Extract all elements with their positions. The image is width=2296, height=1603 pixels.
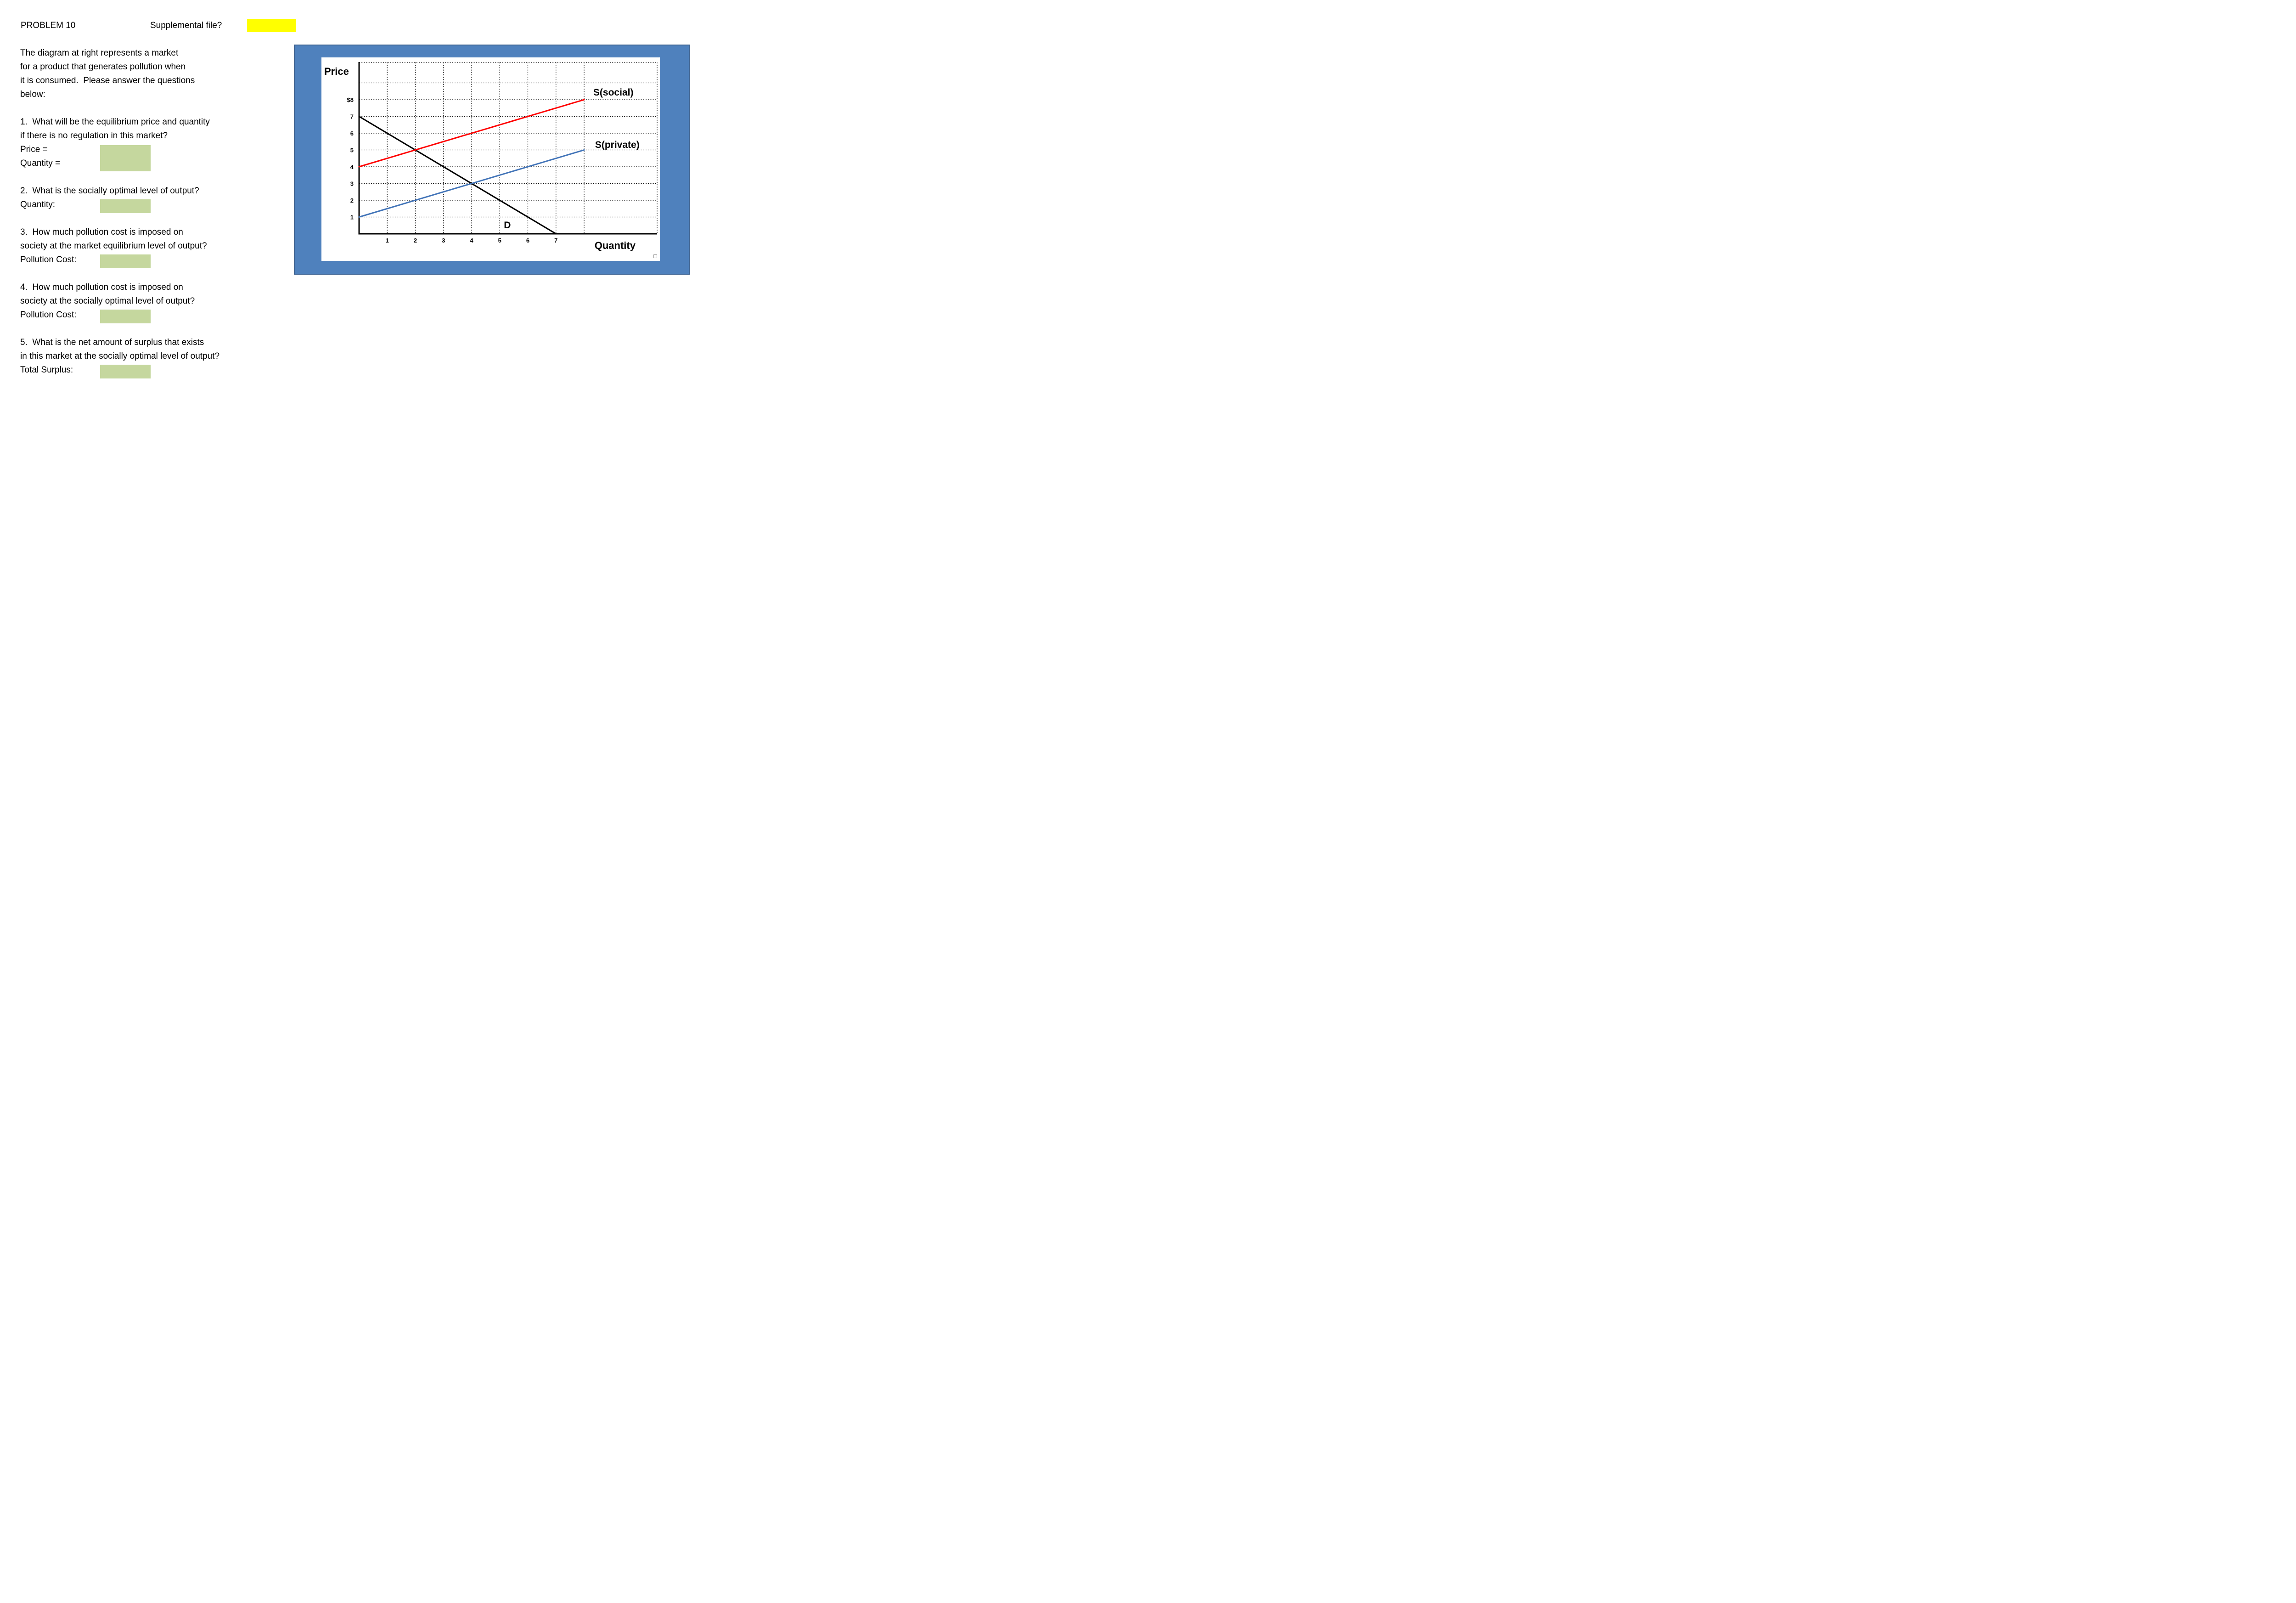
q4-line2: society at the socially optimal level of… [20,296,195,306]
curve-label: D [504,220,511,231]
y-tick-label: 3 [350,181,354,187]
x-tick-label: 7 [554,237,557,244]
y-tick-label: 4 [350,164,354,170]
q3-answer-cell[interactable] [100,254,151,268]
q4-pollution-cost-label: Pollution Cost: [20,310,77,320]
x-tick-label: 5 [498,237,501,244]
y-tick-label: $8 [347,96,354,103]
curve-label: S(private) [595,140,640,150]
intro-line: The diagram at right represents a market [20,48,179,58]
series-line-S(social) [358,99,585,168]
x-tick-label: 2 [414,237,417,244]
q5-line2: in this market at the socially optimal l… [20,351,220,361]
problem-title: PROBLEM 10 [21,21,76,30]
intro-line: below: [20,90,45,99]
y-axis-title: Price [324,66,349,77]
supplemental-file-label: Supplemental file? [150,21,222,30]
x-tick-label: 3 [442,237,445,244]
y-tick-label: 7 [350,113,354,120]
chart-corner-marker-icon [653,254,657,258]
q3-line1: 3. How much pollution cost is imposed on [20,227,183,237]
y-tick-label: 1 [350,214,354,221]
q1-price-label: Price = [20,145,48,154]
q3-pollution-cost-label: Pollution Cost: [20,255,77,265]
q2-quantity-label: Quantity: [20,200,56,209]
q5-answer-cell[interactable] [100,365,151,378]
supplemental-file-answer-cell[interactable] [247,19,296,32]
q1-line1: 1. What will be the equilibrium price an… [20,117,210,127]
q2-line1: 2. What is the socially optimal level of… [20,186,199,196]
y-tick-label: 5 [350,147,354,154]
q4-answer-cell[interactable] [100,310,151,323]
supply-demand-chart: 1 2 3 4 5 6 7 $8 7 6 5 4 3 2 1 S(social) S(private) D Pric… [324,62,658,251]
y-tick-label: 2 [350,197,354,204]
intro-line: for a product that generates pollution w… [20,62,186,72]
series-line-S(private) [358,149,585,218]
x-tick-label: 4 [470,237,473,244]
q4-line1: 4. How much pollution cost is imposed on [20,282,183,292]
curve-label: S(social) [593,87,634,98]
q5-line1: 5. What is the net amount of surplus tha… [20,338,204,347]
intro-line: it is consumed. Please answer the questi… [20,76,195,85]
series-line-D [358,116,557,235]
q1-line2: if there is no regulation in this market… [20,131,168,141]
chart-plot-canvas: 1 2 3 4 5 6 7 $8 7 6 5 4 3 2 1 S(social) S(private) D Pric… [321,57,660,261]
y-tick-label: 6 [350,130,354,137]
x-tick-label: 1 [386,237,389,244]
x-axis-title: Quantity [595,240,636,251]
chart-object[interactable]: 1 2 3 4 5 6 7 $8 7 6 5 4 3 2 1 S(social) S(private) D Pric… [294,45,690,275]
q2-answer-cell[interactable] [100,199,151,213]
q5-total-surplus-label: Total Surplus: [20,365,73,375]
q1-answer-cell[interactable] [100,145,151,171]
worksheet: PROBLEM 10 Supplemental file? The diagra… [0,0,724,401]
x-tick-label: 6 [526,237,529,244]
q3-line2: society at the market equilibrium level … [20,241,207,251]
q1-quantity-label: Quantity = [20,158,61,168]
